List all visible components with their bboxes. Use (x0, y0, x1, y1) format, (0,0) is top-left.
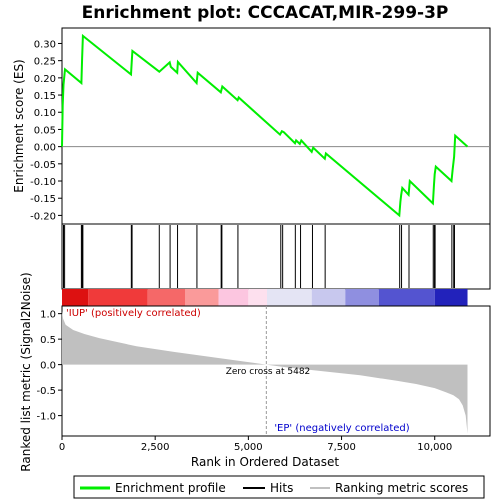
strip-segment (267, 289, 312, 306)
positive-correlation-label: 'IUP' (positively correlated) (66, 308, 201, 319)
es-y-tick-label: 0.20 (34, 74, 56, 85)
strip-segment (248, 289, 267, 306)
ranked-x-tick-label: 2,500 (141, 442, 170, 453)
strip-segment (434, 289, 468, 306)
ranked-y-tick-label: -1.0 (36, 412, 56, 423)
strip-segment (311, 289, 346, 306)
ranked-x-tick-label: 7,500 (327, 442, 356, 453)
ranked-y-tick-label: 0.5 (40, 335, 56, 346)
strip-segment (378, 289, 435, 306)
legend-box (73, 475, 485, 499)
es-y-tick-label: -0.05 (30, 160, 56, 171)
ranked-y-axis: 1.0 0.5 0.0 -0.5 -1.0 (36, 310, 62, 423)
ranked-y-tick-label: 0.0 (40, 361, 56, 372)
hits-markers (62, 225, 455, 288)
strip-segment (62, 289, 89, 306)
es-y-tick-label: -0.15 (30, 194, 56, 205)
legend-enrichment-label: Enrichment profile (115, 481, 226, 495)
strip-segment (185, 289, 219, 306)
ranked-y-axis-label: Ranked list metric (Signal2Noise) (19, 272, 33, 471)
es-y-tick-label: -0.20 (30, 211, 56, 222)
strip-segment (88, 289, 148, 306)
ranked-x-tick-label: 5,000 (234, 442, 263, 453)
negative-correlation-label: 'EP' (negatively correlated) (274, 423, 409, 434)
ranking-color-strip (62, 289, 468, 306)
ranked-y-tick-label: -0.5 (36, 386, 56, 397)
zero-cross-label: Zero cross at 5482 (226, 367, 311, 377)
legend-ranking-label: Ranking metric scores (335, 481, 468, 495)
hits-panel-frame (61, 223, 491, 290)
ranked-x-tick-label: 10,000 (417, 442, 452, 453)
es-y-axis: 0.30 0.25 0.20 0.15 0.10 0.05 0.00 -0.05 -0.10 -0… (30, 39, 62, 222)
es-y-tick-label: -0.10 (30, 177, 56, 188)
enrichment-profile-line (61, 33, 469, 218)
ranked-x-axis-label: Rank in Ordered Dataset (191, 455, 339, 469)
es-y-tick-label: 0.10 (34, 108, 56, 119)
strip-segment (147, 289, 185, 306)
strip-segment (345, 289, 379, 306)
ranked-x-tick-label: 0 (59, 442, 65, 453)
es-y-tick-label: 0.00 (34, 143, 56, 154)
es-y-tick-label: 0.25 (34, 57, 56, 68)
legend: Enrichment profile Hits Ranking metric s… (73, 475, 485, 499)
ranked-x-axis: 0 2,500 5,000 7,500 10,000 (59, 436, 452, 453)
ranked-y-tick-label: 1.0 (40, 310, 56, 321)
es-y-tick-label: 0.15 (34, 91, 56, 102)
chart-title: Enrichment plot: CCCACAT,MIR-299-3P (82, 3, 449, 23)
es-y-tick-label: 0.05 (34, 125, 56, 136)
es-y-tick-label: 0.30 (34, 39, 56, 50)
legend-hits-label: Hits (270, 481, 293, 495)
strip-segment (218, 289, 249, 306)
ranking-metric-area (62, 311, 468, 434)
es-panel-frame (61, 27, 491, 225)
es-y-axis-label: Enrichment score (ES) (12, 59, 26, 192)
